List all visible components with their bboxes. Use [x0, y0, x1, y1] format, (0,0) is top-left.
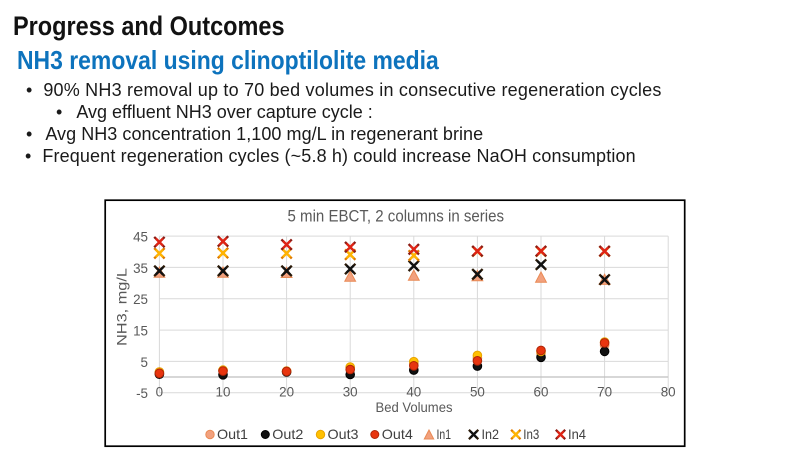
svg-text:50: 50 [470, 384, 485, 399]
svg-text:15: 15 [133, 324, 148, 339]
svg-text:35: 35 [133, 261, 148, 276]
svg-text:In2: In2 [482, 426, 500, 442]
svg-text:40: 40 [406, 384, 421, 399]
svg-text:5: 5 [141, 355, 148, 370]
svg-text:10: 10 [216, 384, 231, 399]
svg-text:70: 70 [597, 384, 612, 399]
svg-text:In4: In4 [568, 426, 586, 442]
svg-text:In3: In3 [523, 426, 539, 442]
svg-text:60: 60 [534, 384, 549, 399]
svg-text:In1: In1 [437, 426, 452, 442]
svg-text:Out1: Out1 [217, 426, 248, 442]
svg-text:Out4: Out4 [382, 426, 413, 442]
svg-text:5 min EBCT, 2 columns in serie: 5 min EBCT, 2 columns in series [288, 208, 505, 226]
svg-text:NH3, mg/L: NH3, mg/L [115, 267, 130, 346]
svg-text:25: 25 [133, 292, 148, 307]
svg-text:30: 30 [343, 384, 358, 399]
svg-text:0: 0 [156, 384, 163, 399]
svg-text:20: 20 [279, 384, 294, 399]
svg-text:80: 80 [661, 384, 676, 399]
svg-text:Out2: Out2 [272, 426, 303, 442]
svg-text:Bed Volumes: Bed Volumes [376, 400, 453, 415]
svg-text:Out3: Out3 [328, 426, 359, 442]
svg-text:-5: -5 [136, 386, 148, 401]
svg-text:45: 45 [133, 230, 148, 245]
